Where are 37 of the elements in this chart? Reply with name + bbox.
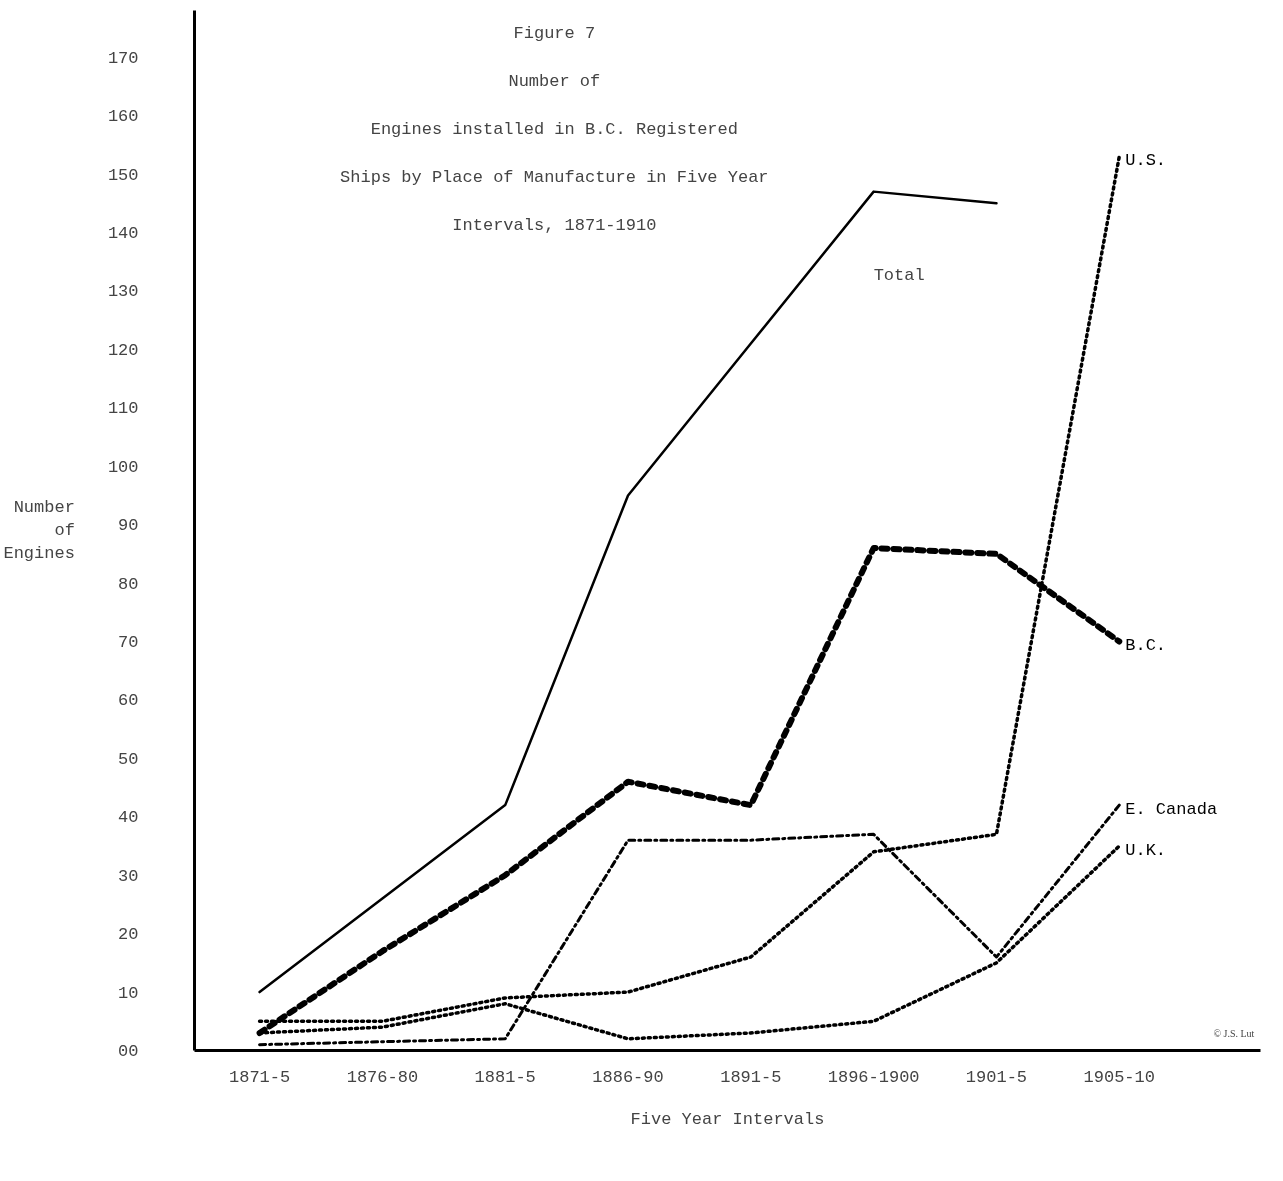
y-tick-label: 40: [118, 808, 139, 828]
x-tick-label: 1896-1900: [827, 1067, 920, 1087]
annotation: Total: [873, 266, 925, 286]
y-tick-label: 60: [118, 691, 139, 711]
y-tick-label: 150: [107, 165, 139, 185]
y-tick-label: 70: [118, 633, 139, 653]
y-tick-label: 50: [118, 749, 139, 769]
y-tick-label: 30: [118, 866, 139, 886]
y-tick-label: 80: [118, 574, 139, 594]
y-tick-label: 20: [118, 925, 139, 945]
y-tick-label: 170: [107, 48, 139, 68]
x-tick-label: 1876-80: [346, 1067, 419, 1087]
y-tick-label: 140: [107, 224, 139, 244]
y-tick-label: 130: [107, 282, 139, 302]
annotation: © J.S. Lut: [1213, 1027, 1255, 1039]
y-tick-label: 90: [118, 516, 139, 536]
text: Figure 7: [513, 24, 596, 44]
y-tick-label: 100: [107, 457, 139, 477]
x-tick-label: 1886-90: [592, 1067, 664, 1087]
series-label: B.C.: [1125, 636, 1167, 656]
x-axis-title: Five Year Intervals: [630, 1109, 825, 1129]
y-tick-label: 110: [107, 399, 139, 419]
series-label: U.K.: [1125, 840, 1167, 860]
y-tick-label: 00: [118, 1042, 139, 1061]
series-label: U.S.: [1125, 151, 1167, 171]
x-tick-label: 1905-10: [1083, 1067, 1155, 1087]
line-series: [258, 190, 998, 994]
x-tick-label: 1891-5: [720, 1067, 782, 1087]
x-tick-label: 1901-5: [965, 1067, 1028, 1087]
y-tick-label: 10: [118, 983, 139, 1003]
x-tick-label: 1871-5: [228, 1067, 291, 1087]
x-tick-label: 1881-5: [474, 1067, 536, 1087]
text: Number of Engines installed in B.C. Registered Ships by Place of Manufacture in Five Year Intervals, 1871-1910: [340, 72, 769, 236]
y-tick-label: 160: [107, 107, 139, 127]
y-tick-label: 120: [107, 340, 139, 360]
y-axis-title: Number of Engines: [3, 498, 75, 563]
series-label: E. Canada: [1125, 799, 1218, 819]
